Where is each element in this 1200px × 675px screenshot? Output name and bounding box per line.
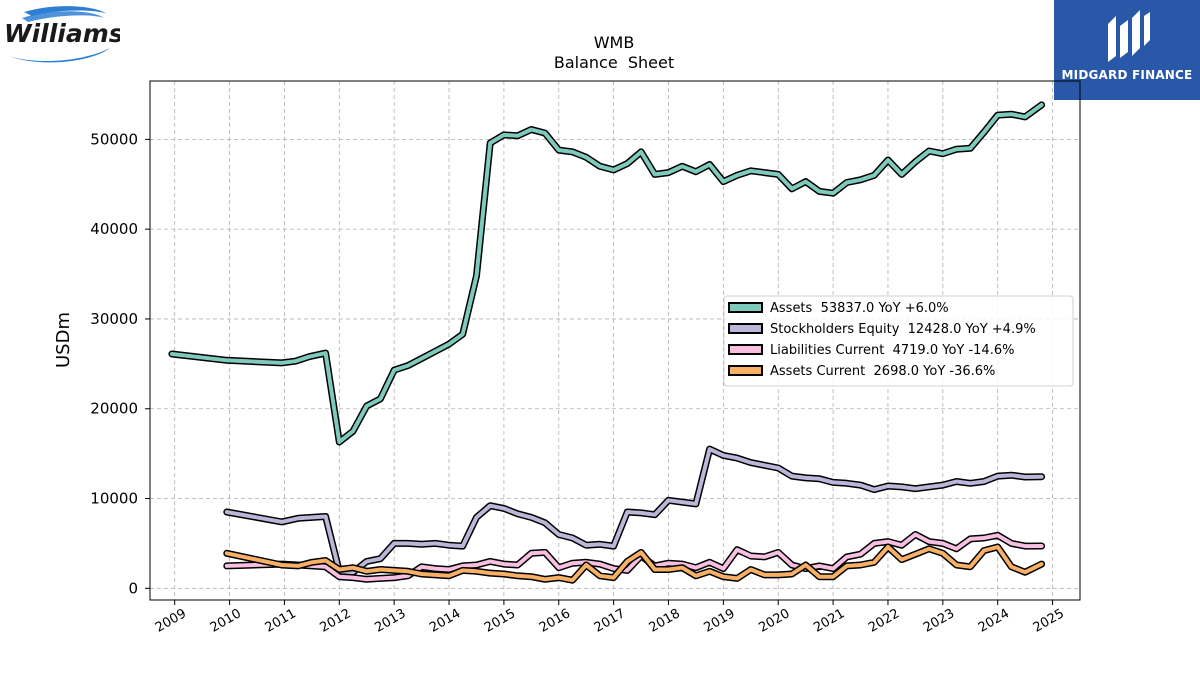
y-tick-label: 10000 bbox=[90, 490, 138, 508]
legend-swatch-liabilities-current bbox=[728, 344, 763, 355]
x-tick-label: 2010 bbox=[208, 606, 244, 636]
series-line-stockholders-equity bbox=[224, 447, 1044, 575]
series-assets bbox=[168, 101, 1046, 446]
legend-label-liabilities-current: Liabilities Current 4719.0 YoY -14.6% bbox=[770, 343, 1014, 358]
series-outline-assets bbox=[168, 101, 1046, 446]
series-line-assets bbox=[169, 102, 1044, 444]
x-tick-label: 2016 bbox=[537, 606, 573, 636]
legend-label-assets-current: Assets Current 2698.0 YoY -36.6% bbox=[770, 364, 995, 379]
x-tick-label: 2009 bbox=[153, 606, 189, 636]
y-tick-label: 50000 bbox=[90, 130, 138, 148]
y-tick-label: 30000 bbox=[90, 310, 138, 328]
y-tick-label: 40000 bbox=[90, 220, 138, 238]
williams-logo-graphic: Williams bbox=[4, 6, 124, 63]
legend-box bbox=[723, 295, 1074, 387]
legend-swatch-assets bbox=[728, 302, 763, 313]
series-stockholders-equity bbox=[223, 445, 1046, 576]
series-line-assets-current bbox=[224, 545, 1044, 583]
williams-logo-text: Williams bbox=[4, 19, 120, 48]
x-tick-label: 2023 bbox=[921, 606, 957, 636]
legend-swatch-stockholders-equity bbox=[728, 323, 763, 334]
midgard-finance-logo: MIDGARD FINANCE bbox=[1054, 0, 1200, 100]
x-tick-label: 2011 bbox=[263, 606, 299, 636]
x-tick-label: 2018 bbox=[647, 606, 683, 636]
x-tick-label: 2013 bbox=[372, 606, 408, 636]
x-tick-label: 2021 bbox=[811, 606, 847, 636]
chart-subtitle: Balance Sheet bbox=[554, 53, 674, 72]
chart-title: WMB bbox=[594, 33, 635, 52]
y-tick-label: 20000 bbox=[90, 400, 138, 418]
x-tick-label: 2024 bbox=[976, 606, 1012, 636]
x-tick-label: 2019 bbox=[702, 606, 738, 636]
legend: Assets 53837.0 YoY +6.0% Stockholders Equ… bbox=[723, 295, 1074, 387]
x-tick-label: 2014 bbox=[427, 606, 463, 636]
x-tick-label: 2015 bbox=[482, 606, 518, 636]
x-tick-label: 2020 bbox=[756, 606, 792, 636]
y-tick-label: 0 bbox=[128, 579, 138, 597]
legend-label-stockholders-equity: Stockholders Equity 12428.0 YoY +4.9% bbox=[770, 322, 1036, 337]
midgard-emblem-icon bbox=[1108, 10, 1150, 62]
plot-frame bbox=[149, 80, 1081, 601]
williams-logo: Williams bbox=[2, 4, 124, 66]
series-lines bbox=[168, 101, 1046, 584]
x-tick-label: 2017 bbox=[592, 606, 628, 636]
legend-swatch-assets-current bbox=[728, 365, 763, 376]
x-tick-label: 2012 bbox=[317, 606, 353, 636]
legend-label-assets: Assets 53837.0 YoY +6.0% bbox=[770, 301, 949, 316]
midgard-finance-logo-text: MIDGARD FINANCE bbox=[1061, 68, 1193, 82]
series-assets-current bbox=[223, 543, 1046, 584]
x-tick-label: 2022 bbox=[866, 606, 902, 636]
y-axis-label: USDm bbox=[53, 312, 74, 368]
x-tick-label: 2025 bbox=[1031, 606, 1067, 636]
